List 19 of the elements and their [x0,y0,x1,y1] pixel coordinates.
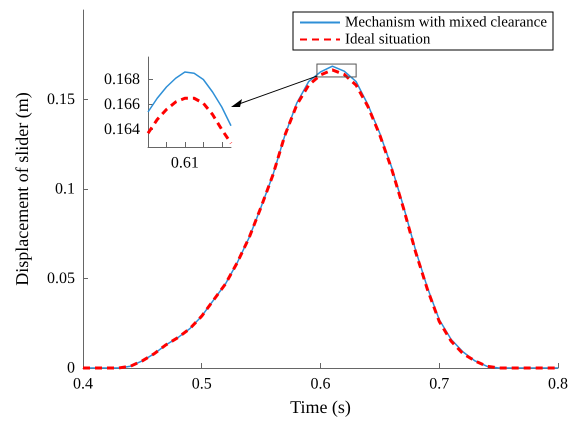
y-tick-label: 0.05 [47,270,75,287]
y-tick-label: 0.166 [104,96,140,113]
y-tick-label: 0.168 [104,71,140,88]
x-tick-label: 0.6 [310,376,330,392]
x-tick-label: 0.7 [429,376,450,392]
x-axis-title: Time (s) [290,397,351,417]
y-tick-label: 0.164 [104,121,140,138]
x-tick-label: 0.5 [192,376,212,392]
y-tick-label: 0.1 [55,180,75,198]
x-tick-label: 0.4 [73,376,93,392]
legend-label: Ideal situation [345,32,431,48]
line-series [146,96,232,145]
legend-label: Mechanism with mixed clearance [345,14,548,30]
y-tick-label: 0 [67,360,75,376]
x-tick-label: 0.8 [548,376,568,392]
y-tick-label: 0.15 [47,91,75,108]
y-axis-title: Displacement of slider (m) [12,92,32,286]
line-series [147,71,232,126]
x-tick-label: 0.61 [170,154,199,172]
